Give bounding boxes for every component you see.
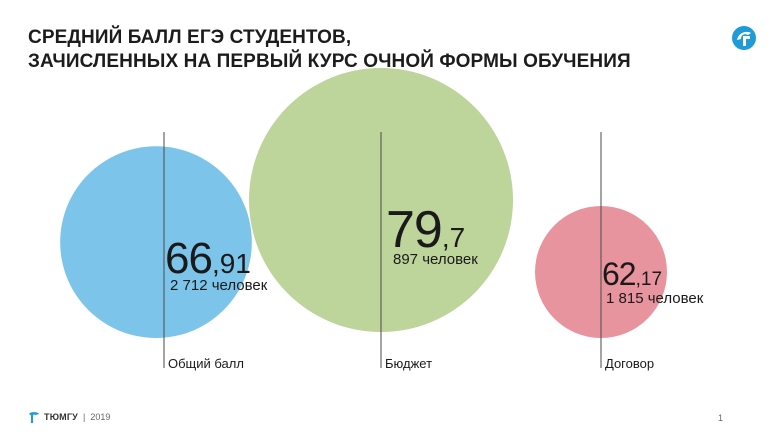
category-label: Бюджет xyxy=(385,356,432,371)
value-fraction: ,7 xyxy=(442,222,465,253)
footer: ТЮМГУ | 2019 xyxy=(28,408,110,426)
footer-separator: | xyxy=(82,412,86,422)
footer-year: 2019 xyxy=(90,412,111,422)
value-integer: 62 xyxy=(602,256,636,292)
value-fraction: ,91 xyxy=(212,248,251,279)
footer-brand: ТЮМГУ xyxy=(44,412,78,422)
tyumgu-logo-icon xyxy=(732,26,756,50)
category-label: Договор xyxy=(605,356,654,371)
value-integer: 79 xyxy=(386,201,442,259)
data-label-value: 79,7 xyxy=(386,201,465,259)
data-label-value: 62,17 xyxy=(602,256,662,292)
bubble-1 xyxy=(60,146,252,338)
tyumgu-footer-logo-icon xyxy=(29,411,39,423)
value-integer: 66 xyxy=(165,234,212,283)
page-number: 1 xyxy=(718,413,724,423)
slide-title: СРЕДНИЙ БАЛЛ ЕГЭ СТУДЕНТОВ, ЗАЧИСЛЕННЫХ … xyxy=(28,26,631,74)
category-label: Общий балл xyxy=(168,356,244,371)
title-line-2: ЗАЧИСЛЕННЫХ НА ПЕРВЫЙ КУРС ОЧНОЙ ФОРМЫ О… xyxy=(28,51,631,72)
data-label-count: 897 человек xyxy=(393,251,478,268)
data-label-count: 2 712 человек xyxy=(170,277,268,294)
data-label-value: 66,91 xyxy=(165,234,251,283)
value-fraction: ,17 xyxy=(636,269,662,290)
title-line-1: СРЕДНИЙ БАЛЛ ЕГЭ СТУДЕНТОВ, xyxy=(28,27,352,48)
data-label-count: 1 815 человек xyxy=(606,290,704,307)
